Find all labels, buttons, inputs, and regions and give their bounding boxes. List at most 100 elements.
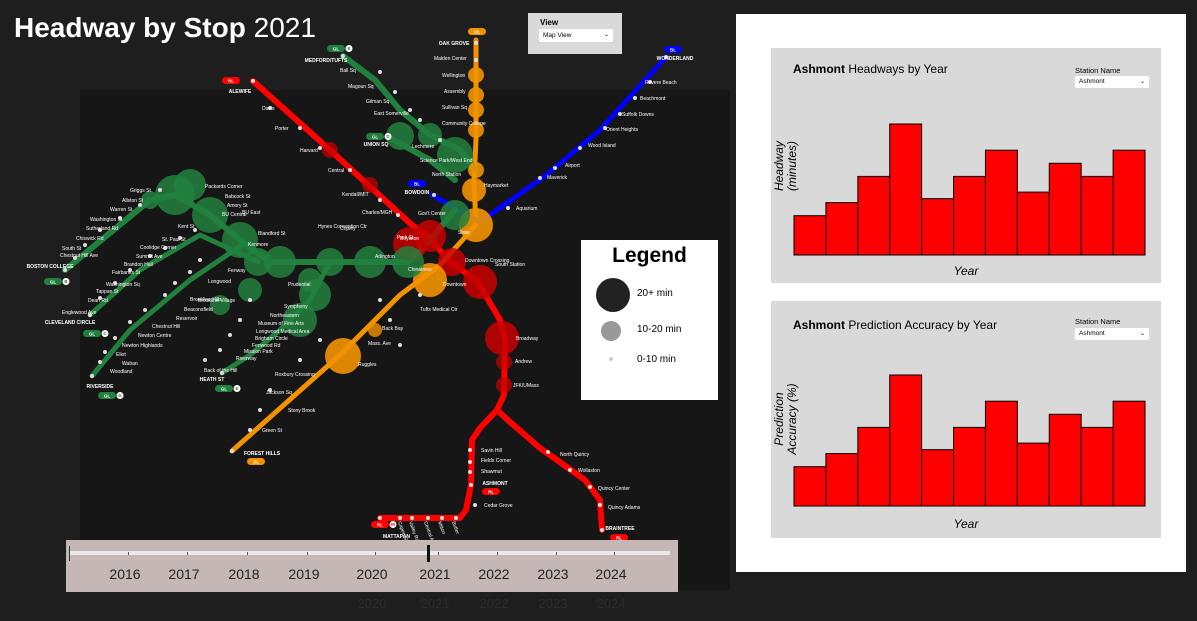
red-station-label: Porter [275, 126, 289, 132]
timeline-year-2019[interactable]: 2019 [288, 566, 320, 582]
green-station-label: St. Paul St [162, 237, 186, 243]
station-dot [473, 503, 477, 507]
station-dot [318, 146, 322, 150]
y-axis-label: Headway(minutes) [772, 140, 799, 191]
terminal-oak_grove: OL OAK GROVE [439, 28, 486, 47]
red-station-label: North Quincy [560, 452, 590, 458]
timeline-year-2016[interactable]: 2016 [109, 566, 141, 582]
timeline-year-2017[interactable]: 2017 [168, 566, 200, 582]
green-station-label: Beaconsfield [184, 307, 213, 313]
page-title: Headway by Stop 2021 [14, 12, 316, 44]
timeline-year-2024[interactable]: 2024 [595, 566, 627, 582]
station-dot [418, 293, 422, 297]
blue-station-label: Revere Beach [645, 80, 677, 86]
green-station-label: Tappan St [96, 289, 119, 295]
headway-chart: Headway(minutes) Year [772, 123, 1146, 278]
terminal-union: GL D UNION SQ [364, 133, 392, 148]
line-badge-text: RL [228, 79, 234, 84]
view-select[interactable]: Map View ⌄ [539, 29, 613, 42]
terminal-forest_hills: OL FOREST HILLS [244, 451, 281, 465]
station-dot [118, 216, 122, 220]
station-dot [388, 318, 392, 322]
red-station-label: Cedar Grove [484, 503, 513, 509]
bar [889, 374, 923, 507]
green-station-label: Back of the Hill [204, 368, 237, 374]
timeline-year-2020[interactable]: 2020 [356, 566, 388, 582]
green-station-label: Riverway [236, 356, 257, 362]
station-dot [218, 348, 222, 352]
line-badge [44, 278, 62, 285]
bar [984, 400, 1018, 507]
headway-bubble [468, 122, 484, 138]
station-dot [173, 281, 177, 285]
orange-station-label: Back Bay [382, 326, 404, 332]
green-station-label: Longwood [208, 279, 231, 285]
year-timeline-slider[interactable]: 2016 2017 2018 2019 2020 2021 2022 2023 2024 [66, 540, 678, 592]
branch-badge [345, 45, 353, 52]
headway-bubble [264, 246, 296, 278]
station-dot [193, 228, 197, 232]
branch-badge-text: B [64, 279, 68, 284]
station-dot [546, 450, 550, 454]
station-dot [341, 54, 345, 58]
green-station-label: Packards Corner [205, 184, 243, 190]
green-station-label: Englewood Ave [62, 310, 97, 316]
legend-small-dot [609, 357, 613, 361]
timeline-tick [556, 552, 557, 555]
accuracy-chart-card: Ashmont Prediction Accuracy by Year Stat… [771, 301, 1161, 538]
terminal-name: UNION SQ [364, 142, 389, 148]
terminal-name: CLEVELAND CIRCLE [45, 320, 96, 326]
accuracy-station-select[interactable]: Ashmont ⌄ [1075, 328, 1149, 340]
headway-bubble [210, 295, 230, 315]
branch-badge [389, 521, 397, 528]
headway-bubble [354, 246, 386, 278]
station-dot [203, 358, 207, 362]
station-dot [398, 343, 402, 347]
timeline-year-2018[interactable]: 2018 [228, 566, 260, 582]
headway-bubble [462, 178, 486, 202]
headway-station-select[interactable]: Ashmont ⌄ [1075, 76, 1149, 88]
station-dot [298, 358, 302, 362]
timeline-ghost-year: 2022 [479, 596, 509, 611]
station-dot [378, 298, 382, 302]
terminal-name: ASHMONT [482, 481, 507, 487]
legend-item-medium: 10-20 min [581, 321, 718, 342]
line-badge-text: GL [221, 387, 228, 392]
terminal-boston_college: GL B BOSTON COLLEGE [27, 264, 74, 285]
timeline-year-2021[interactable]: 2021 [419, 566, 451, 582]
orange-station-label: Tufts Medical Ctr [420, 307, 458, 313]
green-station-label: Washington St [90, 217, 123, 223]
timeline-tick [187, 552, 188, 555]
red-station-label: Butler [450, 521, 460, 536]
station-dot [138, 203, 142, 207]
green-station-label: Griggs St [130, 188, 151, 194]
timeline-year-2022[interactable]: 2022 [478, 566, 510, 582]
green-station-label: Chiswick Rd [76, 236, 104, 242]
station-dot [378, 198, 382, 202]
terminal-name: BOWDOIN [405, 190, 430, 196]
headway-bubble [141, 191, 159, 209]
timeline-handle[interactable] [427, 545, 430, 562]
green-station-label: South St [62, 246, 82, 252]
line-badge-text: GL [372, 135, 379, 140]
red-station-label: Harvard [300, 148, 318, 154]
charts-panel: Ashmont Headways by Year Station Name As… [736, 14, 1186, 572]
station-dot [98, 296, 102, 300]
timeline-ghost-year: 2023 [538, 596, 568, 611]
transit-map[interactable]: Davis Porter Harvard Central Kendall/MIT Char… [0, 0, 730, 621]
blue-station-label: Beachmont [640, 96, 666, 102]
legend-small-label: 0-10 min [637, 354, 676, 365]
station-dot [220, 371, 224, 375]
branch-badge [62, 278, 70, 285]
branch-badge-text: E [347, 46, 350, 51]
orange-station-label: Community College [442, 121, 486, 127]
timeline-track[interactable] [70, 551, 670, 555]
chart-bars [793, 123, 1146, 256]
chevron-down-icon: ⌄ [1139, 79, 1145, 85]
bar [857, 175, 891, 256]
blue-station-label: Wood Island [588, 143, 616, 149]
terminal-wonderland: BL WONDERLAND [657, 46, 694, 62]
y-axis-label: PredictionAccuracy (%) [772, 383, 799, 455]
timeline-year-2023[interactable]: 2023 [537, 566, 569, 582]
